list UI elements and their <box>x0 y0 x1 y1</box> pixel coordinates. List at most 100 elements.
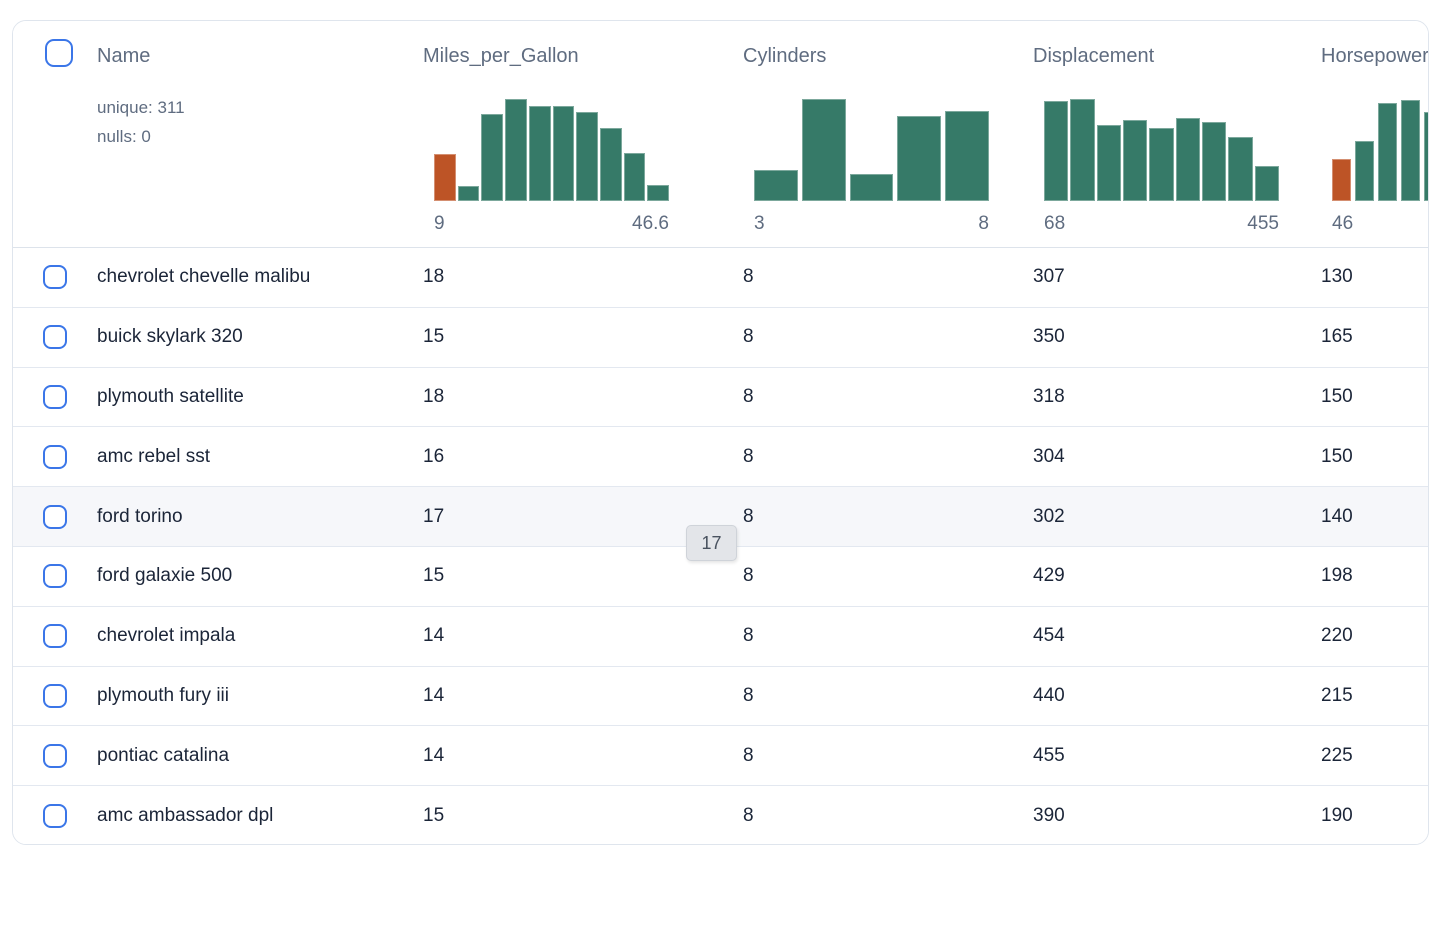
histogram-bar[interactable] <box>945 111 989 201</box>
cell-cylinders[interactable]: 8 <box>731 625 1021 647</box>
column-title[interactable]: Miles_per_Gallon <box>423 45 579 68</box>
row-checkbox[interactable] <box>43 684 67 708</box>
histogram-bar[interactable] <box>458 186 480 201</box>
histogram-bar[interactable] <box>1070 99 1094 201</box>
column-title[interactable]: Name <box>97 45 150 68</box>
cell-cylinders[interactable]: 8 <box>731 745 1021 767</box>
cell-horsepower[interactable]: 140 <box>1309 506 1428 528</box>
cell-horsepower[interactable]: 198 <box>1309 565 1428 587</box>
cell-mpg[interactable]: 15 <box>411 326 731 348</box>
cell-name[interactable]: amc rebel sst <box>97 446 411 468</box>
cell-cylinders[interactable]: 8 <box>731 446 1021 468</box>
histogram-bar[interactable] <box>1202 122 1226 201</box>
cell-cylinders[interactable]: 8 <box>731 326 1021 348</box>
cell-name[interactable]: buick skylark 320 <box>97 326 411 348</box>
cell-displacement[interactable]: 302 <box>1021 506 1309 528</box>
histogram-bar[interactable] <box>647 185 669 201</box>
histogram-bar[interactable] <box>1228 137 1252 201</box>
cell-cylinders[interactable]: 8 <box>731 386 1021 408</box>
histogram-bar[interactable] <box>481 114 503 201</box>
cell-horsepower[interactable]: 220 <box>1309 625 1428 647</box>
histogram-bar[interactable] <box>576 112 598 201</box>
cell-mpg[interactable]: 14 <box>411 745 731 767</box>
table-row[interactable]: chevrolet chevelle malibu 18 8 307 130 <box>13 248 1428 308</box>
histogram-bar[interactable] <box>624 153 646 201</box>
cell-displacement[interactable]: 455 <box>1021 745 1309 767</box>
histogram-horsepower[interactable] <box>1332 99 1429 201</box>
row-checkbox[interactable] <box>43 804 67 828</box>
cell-displacement[interactable]: 350 <box>1021 326 1309 348</box>
cell-name[interactable]: chevrolet impala <box>97 625 411 647</box>
cell-name[interactable]: pontiac catalina <box>97 745 411 767</box>
cell-horsepower[interactable]: 215 <box>1309 685 1428 707</box>
cell-cylinders[interactable]: 8 <box>731 565 1021 587</box>
cell-name[interactable]: amc ambassador dpl <box>97 805 411 827</box>
cell-mpg[interactable]: 15 <box>411 565 731 587</box>
table-row[interactable]: chevrolet impala 14 8 454 220 <box>13 607 1428 667</box>
histogram-bar[interactable] <box>434 154 456 201</box>
cell-mpg[interactable]: 14 <box>411 625 731 647</box>
histogram-bar[interactable] <box>1424 112 1429 201</box>
cell-horsepower[interactable]: 150 <box>1309 386 1428 408</box>
cell-mpg[interactable]: 15 <box>411 805 731 827</box>
cell-mpg[interactable]: 16 <box>411 446 731 468</box>
cell-displacement[interactable]: 454 <box>1021 625 1309 647</box>
cell-horsepower[interactable]: 190 <box>1309 805 1428 827</box>
row-checkbox[interactable] <box>43 385 67 409</box>
cell-name[interactable]: ford torino <box>97 506 411 528</box>
column-title[interactable]: Displacement <box>1033 45 1154 68</box>
histogram-bar[interactable] <box>505 99 527 201</box>
histogram-displacement[interactable] <box>1044 99 1279 201</box>
histogram-bar[interactable] <box>1044 101 1068 201</box>
select-all-checkbox[interactable] <box>45 39 73 67</box>
row-checkbox[interactable] <box>43 624 67 648</box>
table-row[interactable]: amc rebel sst 16 8 304 150 <box>13 427 1428 487</box>
histogram-bar[interactable] <box>850 174 894 201</box>
histogram-bar[interactable] <box>1149 128 1173 201</box>
histogram-cylinders[interactable] <box>754 99 989 201</box>
cell-displacement[interactable]: 307 <box>1021 266 1309 288</box>
cell-mpg[interactable]: 18 <box>411 266 731 288</box>
cell-displacement[interactable]: 390 <box>1021 805 1309 827</box>
cell-mpg[interactable]: 17 <box>411 506 731 528</box>
row-checkbox[interactable] <box>43 445 67 469</box>
histogram-bar[interactable] <box>1378 103 1397 201</box>
row-checkbox[interactable] <box>43 325 67 349</box>
histogram-bar[interactable] <box>754 170 798 201</box>
histogram-bar[interactable] <box>1123 120 1147 201</box>
table-row[interactable]: pontiac catalina 14 8 455 225 <box>13 726 1428 786</box>
table-row[interactable]: plymouth satellite 18 8 318 150 <box>13 368 1428 428</box>
column-title[interactable]: Cylinders <box>743 45 826 68</box>
table-row[interactable]: plymouth fury iii 14 8 440 215 <box>13 667 1428 727</box>
column-title[interactable]: Horsepower <box>1321 45 1429 68</box>
row-checkbox[interactable] <box>43 744 67 768</box>
histogram-bar[interactable] <box>553 106 575 201</box>
histogram-bar[interactable] <box>897 116 941 201</box>
row-checkbox[interactable] <box>43 505 67 529</box>
cell-mpg[interactable]: 14 <box>411 685 731 707</box>
cell-name[interactable]: ford galaxie 500 <box>97 565 411 587</box>
histogram-bar[interactable] <box>529 106 551 201</box>
cell-name[interactable]: plymouth fury iii <box>97 685 411 707</box>
histogram-bar[interactable] <box>600 128 622 201</box>
table-row[interactable]: buick skylark 320 15 8 350 165 <box>13 308 1428 368</box>
cell-horsepower[interactable]: 150 <box>1309 446 1428 468</box>
cell-cylinders[interactable]: 8 <box>731 805 1021 827</box>
cell-horsepower[interactable]: 225 <box>1309 745 1428 767</box>
cell-displacement[interactable]: 429 <box>1021 565 1309 587</box>
row-checkbox[interactable] <box>43 265 67 289</box>
histogram-mpg[interactable] <box>434 99 669 201</box>
cell-horsepower[interactable]: 130 <box>1309 266 1428 288</box>
cell-displacement[interactable]: 440 <box>1021 685 1309 707</box>
cell-cylinders[interactable]: 8 <box>731 685 1021 707</box>
cell-name[interactable]: plymouth satellite <box>97 386 411 408</box>
cell-mpg[interactable]: 18 <box>411 386 731 408</box>
row-checkbox[interactable] <box>43 564 67 588</box>
histogram-bar[interactable] <box>1401 100 1420 201</box>
histogram-bar[interactable] <box>1176 118 1200 201</box>
histogram-bar[interactable] <box>1332 159 1351 201</box>
cell-cylinders[interactable]: 8 <box>731 506 1021 528</box>
table-row[interactable]: amc ambassador dpl 15 8 390 190 <box>13 786 1428 845</box>
cell-name[interactable]: chevrolet chevelle malibu <box>97 266 411 288</box>
histogram-bar[interactable] <box>1355 141 1374 201</box>
